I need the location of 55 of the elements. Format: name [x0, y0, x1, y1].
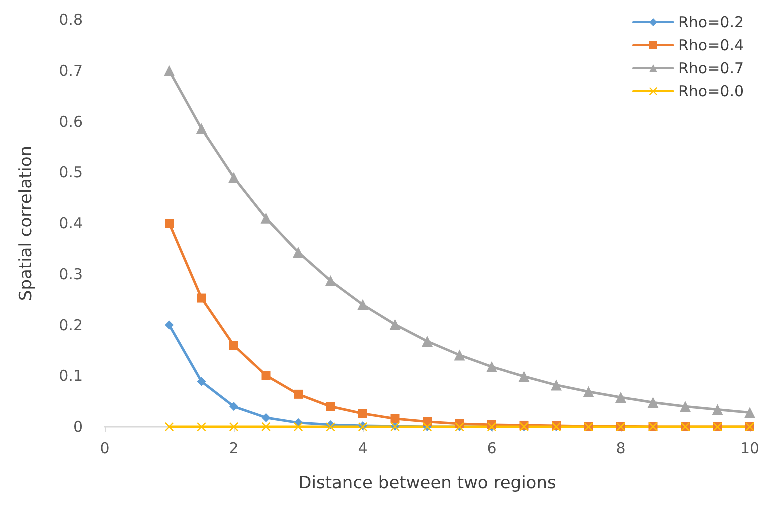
point: [422, 336, 433, 348]
y-tick-label: 0: [73, 418, 83, 436]
legend-label: Rho=0.7: [678, 60, 744, 78]
y-tick-label: 0.4: [59, 214, 83, 232]
y-tick-label: 0.5: [59, 164, 83, 182]
legend-label: Rho=0.2: [678, 14, 744, 32]
point: [518, 371, 530, 382]
y-tick-label: 0.7: [59, 62, 83, 80]
point: [680, 401, 691, 412]
y-tick-label: 0.8: [59, 11, 83, 29]
legend-label: Rho=0.0: [678, 82, 744, 100]
x-tick-label: 4: [358, 440, 368, 458]
point: [326, 402, 336, 412]
point: [197, 377, 206, 386]
point: [551, 380, 562, 391]
legend-label: Rho=0.4: [678, 36, 744, 54]
point: [165, 320, 174, 330]
x-tick-label: 6: [487, 440, 497, 458]
point: [616, 392, 626, 403]
point: [228, 172, 240, 184]
point: [390, 414, 400, 424]
point: [712, 404, 724, 416]
point: [262, 422, 271, 432]
point: [293, 247, 304, 258]
point: [486, 361, 498, 372]
point: [744, 407, 756, 418]
point: [583, 386, 594, 398]
point: [648, 397, 659, 408]
point: [197, 294, 206, 303]
y-tick-label: 0.1: [59, 367, 83, 386]
point: [196, 123, 208, 134]
point: [326, 422, 336, 432]
y-tick-label: 0.6: [59, 112, 83, 131]
point: [230, 402, 238, 412]
x-tick-label: 10: [740, 440, 760, 458]
point: [262, 371, 271, 380]
point: [197, 422, 206, 432]
point: [262, 413, 271, 422]
point: [325, 275, 336, 286]
x-tick-label: 0: [100, 440, 110, 458]
x-tick-label: 8: [616, 440, 626, 458]
point: [454, 350, 466, 361]
point: [260, 212, 272, 224]
y-tick-label: 0.3: [59, 265, 83, 284]
y-axis-title: Spatial correlation: [16, 146, 36, 302]
point: [294, 390, 303, 399]
x-axis-title: Distance between two regions: [298, 474, 556, 494]
point: [358, 409, 368, 418]
point: [230, 341, 238, 350]
point: [164, 65, 175, 76]
point: [358, 299, 368, 310]
x-tick-label: 2: [229, 440, 239, 458]
point: [390, 319, 401, 330]
y-tick-label: 0.2: [59, 316, 83, 334]
point: [165, 219, 174, 228]
